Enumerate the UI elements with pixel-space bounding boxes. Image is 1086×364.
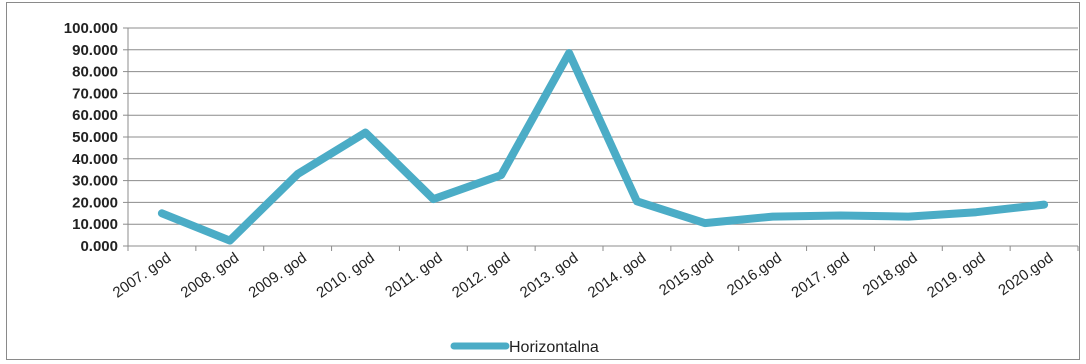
x-tick-label: 2011. god: [382, 249, 446, 301]
data-point: [568, 52, 570, 54]
y-tick-label: 70.000: [72, 85, 118, 102]
x-tick-label: 2009. god: [246, 249, 310, 301]
x-tick-label: 2020.god: [995, 249, 1056, 299]
legend: Horizontalna: [450, 339, 599, 356]
x-tick-label: 2013. god: [517, 249, 581, 301]
y-tick-label: 80.000: [72, 64, 118, 81]
y-tick-label: 40.000: [72, 151, 118, 168]
y-tick-label: 90.000: [72, 42, 118, 59]
data-point: [840, 214, 841, 216]
data-point: [704, 222, 706, 224]
legend-label: Horizontalna: [509, 339, 599, 356]
series-layer: [157, 49, 1049, 245]
data-point: [907, 216, 909, 218]
data-point: [636, 200, 638, 202]
x-tick-label: 2014. god: [585, 249, 649, 301]
x-tick-label: 2010. god: [313, 249, 377, 301]
series-line: [157, 49, 1049, 245]
x-tick-label: 2015.god: [656, 249, 717, 299]
y-tick-label: 10.000: [72, 216, 118, 233]
data-point: [432, 198, 434, 200]
gridlines: [128, 27, 1078, 225]
data-point: [229, 240, 231, 242]
y-axis-ticks: 0.000 10.000 20.000 30.000 40.000 50.000 60.00…: [64, 20, 128, 255]
data-point: [772, 216, 774, 218]
data-point: [500, 174, 502, 176]
data-point: [161, 212, 163, 214]
y-tick-label: 0.000: [80, 238, 118, 255]
x-tick-label: 2017. god: [788, 249, 852, 301]
y-tick-label: 60.000: [72, 107, 118, 124]
data-point: [1043, 204, 1045, 206]
x-tick-label: 2018.god: [860, 249, 921, 299]
y-tick-label: 30.000: [72, 173, 118, 190]
x-tick-label: 2019. god: [924, 249, 988, 301]
y-tick-label: 100.000: [64, 20, 118, 37]
y-tick-label: 50.000: [72, 129, 118, 146]
y-tick-label: 20.000: [72, 194, 118, 211]
x-tick-label: 2012. god: [449, 249, 513, 301]
x-tick-label: 2016.god: [724, 249, 785, 299]
data-point: [975, 211, 977, 213]
data-point: [297, 173, 299, 175]
data-point: [365, 132, 366, 134]
x-tick-label: 2007. god: [110, 249, 174, 301]
x-axis-ticks: 2007. god 2008. god 2009. god 2010. god 2011…: [110, 246, 1079, 302]
x-tick-label: 2008. god: [178, 249, 242, 301]
